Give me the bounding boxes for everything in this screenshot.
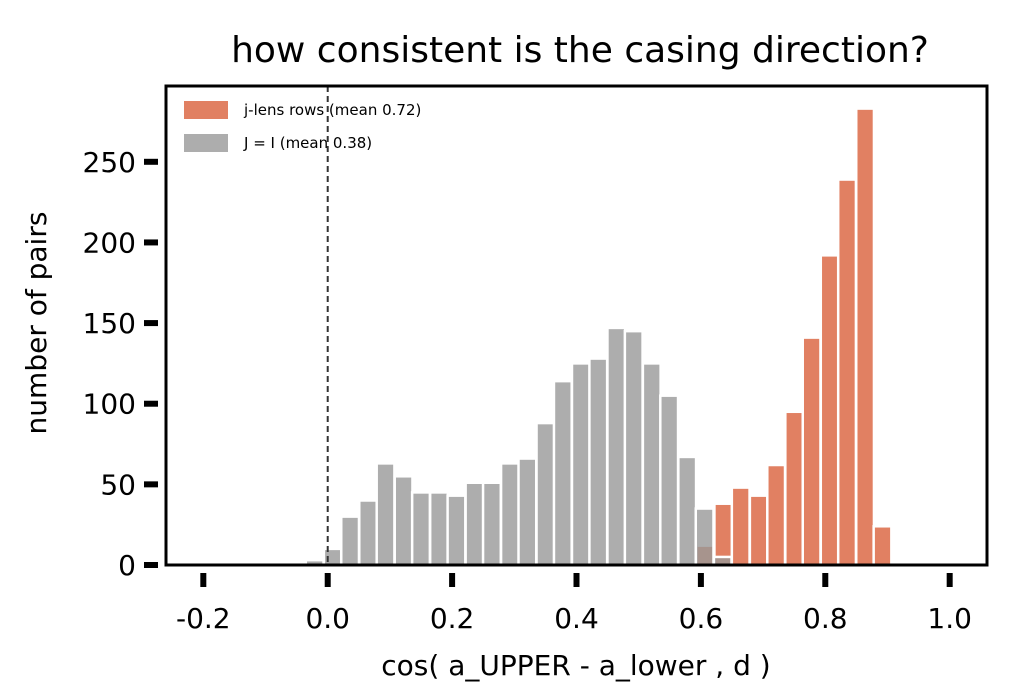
bar (766, 463, 787, 567)
y-axis-label: number of pairs (20, 212, 53, 435)
legend-swatch (184, 101, 228, 119)
bar (872, 525, 893, 567)
legend-label: J = I (mean 0.38) (243, 134, 372, 152)
bar (499, 462, 521, 567)
plot-frame (164, 84, 989, 567)
bar (339, 515, 361, 567)
bar (819, 254, 840, 567)
bar (410, 491, 432, 567)
x-tick-label: 1.0 (927, 602, 972, 635)
series-0-bars (695, 107, 893, 567)
bar (322, 547, 343, 567)
x-tick-label: 0.6 (679, 602, 724, 635)
y-tick-label: 150 (83, 307, 136, 340)
bar (375, 462, 396, 567)
legend: j-lens rows (mean 0.72) J = I (mean 0.38) (184, 101, 421, 152)
bars-layer (304, 107, 893, 567)
bar (836, 178, 858, 567)
bar (446, 494, 467, 567)
legend-label: j-lens rows (mean 0.72) (243, 101, 421, 119)
x-tick-label: -0.2 (176, 602, 231, 635)
y-tick-label: 50 (100, 468, 136, 501)
x-tick-label: 0.4 (554, 602, 599, 635)
bar (393, 475, 414, 567)
series-1-bars (304, 326, 733, 567)
bar (677, 455, 698, 567)
bar (641, 362, 662, 567)
bar (854, 107, 876, 567)
legend-swatch (184, 134, 228, 152)
bar (730, 486, 751, 567)
bar (358, 499, 379, 567)
x-axis-label: cos( a_UPPER - a_lower , d ) (381, 649, 770, 682)
y-tick-label: 0 (118, 549, 136, 582)
bar (517, 457, 538, 567)
bar (623, 329, 644, 567)
bar (606, 326, 627, 567)
bar (694, 507, 715, 567)
bar (464, 481, 485, 567)
x-axis: -0.2 0.0 0.2 0.4 0.6 0.8 1.0 (176, 573, 972, 635)
bar (659, 394, 680, 567)
x-tick-label: 0.0 (305, 602, 350, 635)
y-tick-label: 200 (83, 226, 136, 259)
bar (428, 491, 450, 567)
bar (784, 410, 805, 567)
x-tick-label: 0.8 (803, 602, 848, 635)
bar (570, 362, 591, 567)
chart-title: how consistent is the casing direction? (231, 30, 929, 71)
bar (748, 494, 769, 567)
y-tick-label: 100 (83, 388, 136, 421)
bar (801, 336, 822, 567)
x-tick-label: 0.2 (430, 602, 475, 635)
bar (552, 379, 573, 567)
y-axis: 0 50 100 150 200 250 (83, 146, 158, 582)
bar (535, 421, 556, 567)
bar (481, 481, 503, 567)
y-tick-label: 250 (83, 146, 136, 179)
bar (588, 357, 609, 567)
